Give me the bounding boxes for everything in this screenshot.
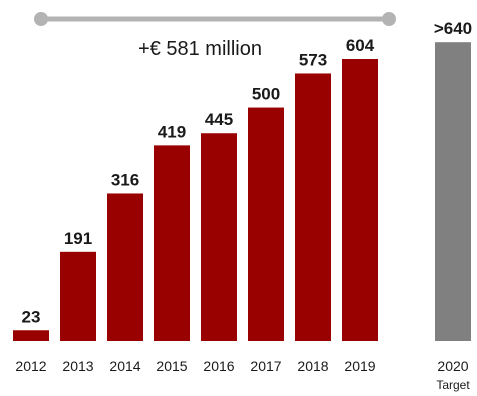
bar-2012: [13, 330, 49, 341]
value-label-2014: 316: [111, 170, 139, 189]
category-label-2016: 2016: [203, 358, 234, 374]
bar-2017: [248, 107, 284, 341]
value-label-target: >640: [434, 19, 472, 38]
value-label-2016: 445: [205, 110, 233, 129]
category-label-2019: 2019: [344, 358, 375, 374]
bar-2019: [342, 59, 378, 341]
category-label-2017: 2017: [250, 358, 281, 374]
labels-group: 23 2012 191 2013 316 2014 419 2015 445 2016 500 201…: [15, 19, 472, 392]
category-label-2015: 2015: [156, 358, 187, 374]
growth-annotation: +€ 581 million: [138, 38, 262, 60]
value-label-2019: 604: [346, 36, 375, 55]
category-label-target: 2020: [437, 358, 468, 374]
bracket-start-dot: [34, 12, 48, 26]
bar-target-2020: [435, 42, 471, 342]
bar-2014: [107, 193, 143, 341]
category-label-2012: 2012: [15, 358, 46, 374]
value-label-2018: 573: [299, 50, 327, 69]
category-label-2018: 2018: [297, 358, 328, 374]
bar-2016: [201, 133, 237, 341]
category-label-2014: 2014: [109, 358, 140, 374]
value-label-2012: 23: [22, 307, 41, 326]
bar-2018: [295, 73, 331, 341]
bar-2013: [60, 251, 96, 341]
category-label-2013: 2013: [62, 358, 93, 374]
value-label-2013: 191: [64, 229, 92, 248]
value-label-2017: 500: [252, 85, 280, 104]
value-label-2015: 419: [158, 122, 186, 141]
growth-bracket: [34, 12, 396, 26]
bar-2015: [154, 145, 190, 341]
bracket-end-dot: [382, 12, 396, 26]
bars-group: [13, 42, 471, 342]
category-sublabel-target: Target: [436, 378, 470, 392]
